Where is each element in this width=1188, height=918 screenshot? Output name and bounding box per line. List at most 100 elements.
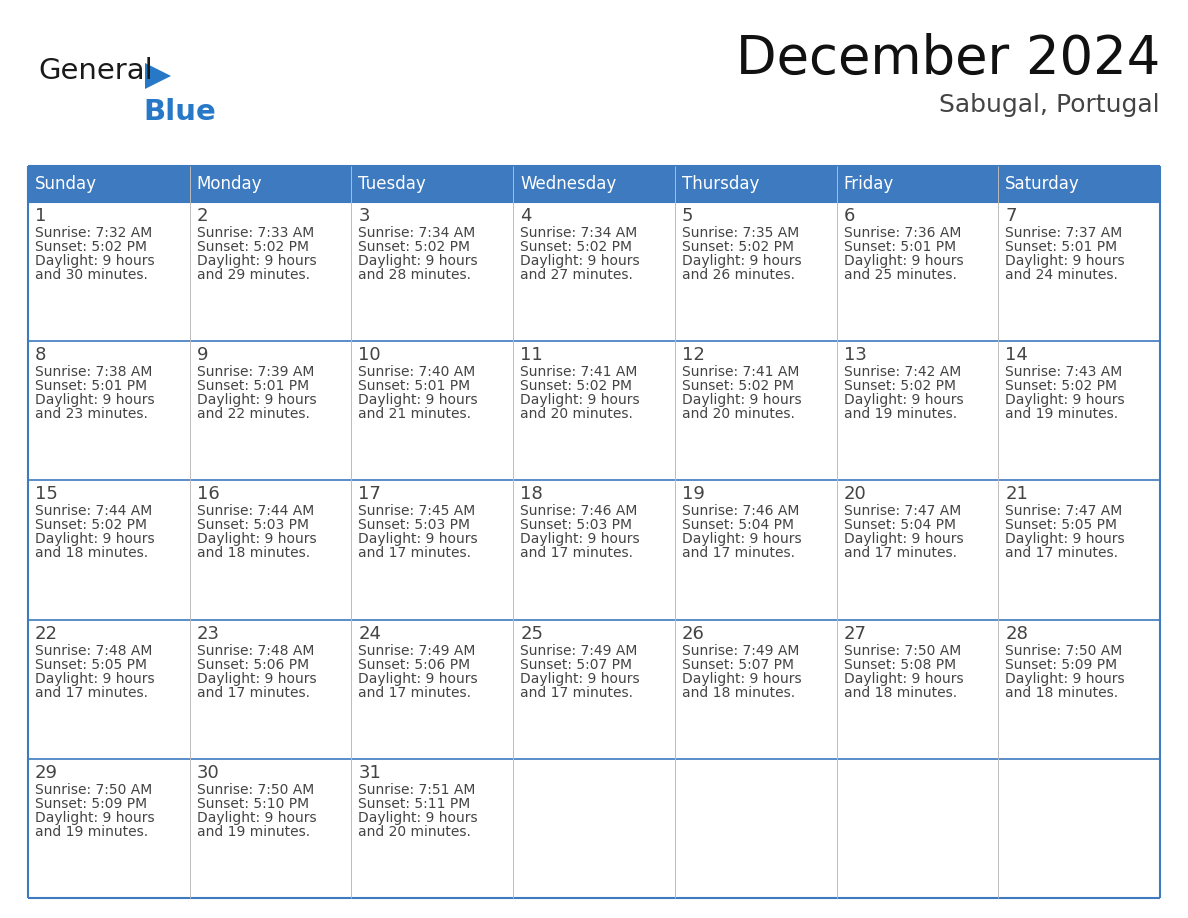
Text: Daylight: 9 hours: Daylight: 9 hours xyxy=(359,811,478,824)
Text: and 17 minutes.: and 17 minutes. xyxy=(1005,546,1118,560)
Text: Thursday: Thursday xyxy=(682,175,759,193)
Bar xyxy=(29,166,190,202)
Text: and 26 minutes.: and 26 minutes. xyxy=(682,268,795,282)
Text: and 20 minutes.: and 20 minutes. xyxy=(520,408,633,421)
Text: Sunrise: 7:50 AM: Sunrise: 7:50 AM xyxy=(843,644,961,657)
Bar xyxy=(513,341,675,480)
Text: Daylight: 9 hours: Daylight: 9 hours xyxy=(359,254,478,268)
Text: Sunrise: 7:35 AM: Sunrise: 7:35 AM xyxy=(682,226,800,240)
Text: and 19 minutes.: and 19 minutes. xyxy=(197,824,310,839)
Text: Sunrise: 7:49 AM: Sunrise: 7:49 AM xyxy=(359,644,476,657)
Text: Sunset: 5:02 PM: Sunset: 5:02 PM xyxy=(520,240,632,254)
Bar xyxy=(675,202,836,341)
Text: Daylight: 9 hours: Daylight: 9 hours xyxy=(682,672,802,686)
Text: Daylight: 9 hours: Daylight: 9 hours xyxy=(1005,532,1125,546)
Bar xyxy=(836,202,998,341)
Text: Sunrise: 7:46 AM: Sunrise: 7:46 AM xyxy=(520,504,638,519)
Text: Sunset: 5:01 PM: Sunset: 5:01 PM xyxy=(359,379,470,393)
Text: and 18 minutes.: and 18 minutes. xyxy=(682,686,795,700)
Text: Sunrise: 7:37 AM: Sunrise: 7:37 AM xyxy=(1005,226,1123,240)
Text: Sunset: 5:03 PM: Sunset: 5:03 PM xyxy=(359,519,470,532)
Text: and 27 minutes.: and 27 minutes. xyxy=(520,268,633,282)
Text: Sunset: 5:04 PM: Sunset: 5:04 PM xyxy=(682,519,794,532)
Text: Sunrise: 7:50 AM: Sunrise: 7:50 AM xyxy=(1005,644,1123,657)
Text: Daylight: 9 hours: Daylight: 9 hours xyxy=(682,532,802,546)
Bar xyxy=(352,480,513,620)
Text: 30: 30 xyxy=(197,764,220,782)
Bar xyxy=(836,480,998,620)
Text: 29: 29 xyxy=(34,764,58,782)
Text: Daylight: 9 hours: Daylight: 9 hours xyxy=(843,393,963,408)
Text: Daylight: 9 hours: Daylight: 9 hours xyxy=(682,393,802,408)
Bar xyxy=(998,166,1159,202)
Text: Sunset: 5:02 PM: Sunset: 5:02 PM xyxy=(34,240,147,254)
Text: Sunset: 5:11 PM: Sunset: 5:11 PM xyxy=(359,797,470,811)
Text: and 30 minutes.: and 30 minutes. xyxy=(34,268,147,282)
Bar xyxy=(190,166,352,202)
Text: 16: 16 xyxy=(197,486,220,503)
Bar xyxy=(190,480,352,620)
Text: 17: 17 xyxy=(359,486,381,503)
Bar xyxy=(29,480,190,620)
Text: Sunrise: 7:50 AM: Sunrise: 7:50 AM xyxy=(34,783,152,797)
Bar xyxy=(29,202,190,341)
Text: 1: 1 xyxy=(34,207,46,225)
Text: and 17 minutes.: and 17 minutes. xyxy=(843,546,956,560)
Text: Sunrise: 7:51 AM: Sunrise: 7:51 AM xyxy=(359,783,476,797)
Polygon shape xyxy=(145,63,171,89)
Text: 5: 5 xyxy=(682,207,694,225)
Text: 20: 20 xyxy=(843,486,866,503)
Text: Sunset: 5:02 PM: Sunset: 5:02 PM xyxy=(520,379,632,393)
Text: Daylight: 9 hours: Daylight: 9 hours xyxy=(520,254,640,268)
Text: Sunrise: 7:40 AM: Sunrise: 7:40 AM xyxy=(359,365,475,379)
Text: 9: 9 xyxy=(197,346,208,364)
Text: Sunrise: 7:38 AM: Sunrise: 7:38 AM xyxy=(34,365,152,379)
Bar xyxy=(352,759,513,898)
Text: 24: 24 xyxy=(359,624,381,643)
Text: Sunset: 5:02 PM: Sunset: 5:02 PM xyxy=(359,240,470,254)
Text: Sunrise: 7:46 AM: Sunrise: 7:46 AM xyxy=(682,504,800,519)
Text: 28: 28 xyxy=(1005,624,1028,643)
Bar xyxy=(190,759,352,898)
Text: Sunset: 5:02 PM: Sunset: 5:02 PM xyxy=(1005,379,1117,393)
Text: Daylight: 9 hours: Daylight: 9 hours xyxy=(34,254,154,268)
Text: and 20 minutes.: and 20 minutes. xyxy=(682,408,795,421)
Text: Sunrise: 7:41 AM: Sunrise: 7:41 AM xyxy=(682,365,800,379)
Text: and 18 minutes.: and 18 minutes. xyxy=(197,546,310,560)
Text: and 18 minutes.: and 18 minutes. xyxy=(843,686,956,700)
Text: and 18 minutes.: and 18 minutes. xyxy=(34,546,148,560)
Text: and 22 minutes.: and 22 minutes. xyxy=(197,408,310,421)
Text: Sabugal, Portugal: Sabugal, Portugal xyxy=(940,93,1159,117)
Text: Daylight: 9 hours: Daylight: 9 hours xyxy=(197,811,316,824)
Text: Sunrise: 7:44 AM: Sunrise: 7:44 AM xyxy=(34,504,152,519)
Text: Daylight: 9 hours: Daylight: 9 hours xyxy=(359,393,478,408)
Text: 31: 31 xyxy=(359,764,381,782)
Bar xyxy=(675,166,836,202)
Bar xyxy=(352,341,513,480)
Text: Daylight: 9 hours: Daylight: 9 hours xyxy=(197,672,316,686)
Bar xyxy=(675,480,836,620)
Text: Sunrise: 7:45 AM: Sunrise: 7:45 AM xyxy=(359,504,475,519)
Text: and 17 minutes.: and 17 minutes. xyxy=(34,686,148,700)
Bar xyxy=(836,759,998,898)
Text: and 19 minutes.: and 19 minutes. xyxy=(1005,408,1118,421)
Text: 22: 22 xyxy=(34,624,58,643)
Text: Sunset: 5:06 PM: Sunset: 5:06 PM xyxy=(197,657,309,672)
Text: Daylight: 9 hours: Daylight: 9 hours xyxy=(520,672,640,686)
Text: 6: 6 xyxy=(843,207,855,225)
Text: Sunrise: 7:48 AM: Sunrise: 7:48 AM xyxy=(34,644,152,657)
Text: Sunset: 5:07 PM: Sunset: 5:07 PM xyxy=(682,657,794,672)
Text: Sunrise: 7:32 AM: Sunrise: 7:32 AM xyxy=(34,226,152,240)
Text: and 17 minutes.: and 17 minutes. xyxy=(520,686,633,700)
Bar xyxy=(29,759,190,898)
Text: Sunset: 5:08 PM: Sunset: 5:08 PM xyxy=(843,657,955,672)
Text: Sunset: 5:03 PM: Sunset: 5:03 PM xyxy=(197,519,309,532)
Text: Daylight: 9 hours: Daylight: 9 hours xyxy=(197,393,316,408)
Bar xyxy=(998,759,1159,898)
Text: and 19 minutes.: and 19 minutes. xyxy=(843,408,956,421)
Text: 10: 10 xyxy=(359,346,381,364)
Text: Sunrise: 7:33 AM: Sunrise: 7:33 AM xyxy=(197,226,314,240)
Text: Sunset: 5:04 PM: Sunset: 5:04 PM xyxy=(843,519,955,532)
Text: Sunrise: 7:39 AM: Sunrise: 7:39 AM xyxy=(197,365,314,379)
Text: and 28 minutes.: and 28 minutes. xyxy=(359,268,472,282)
